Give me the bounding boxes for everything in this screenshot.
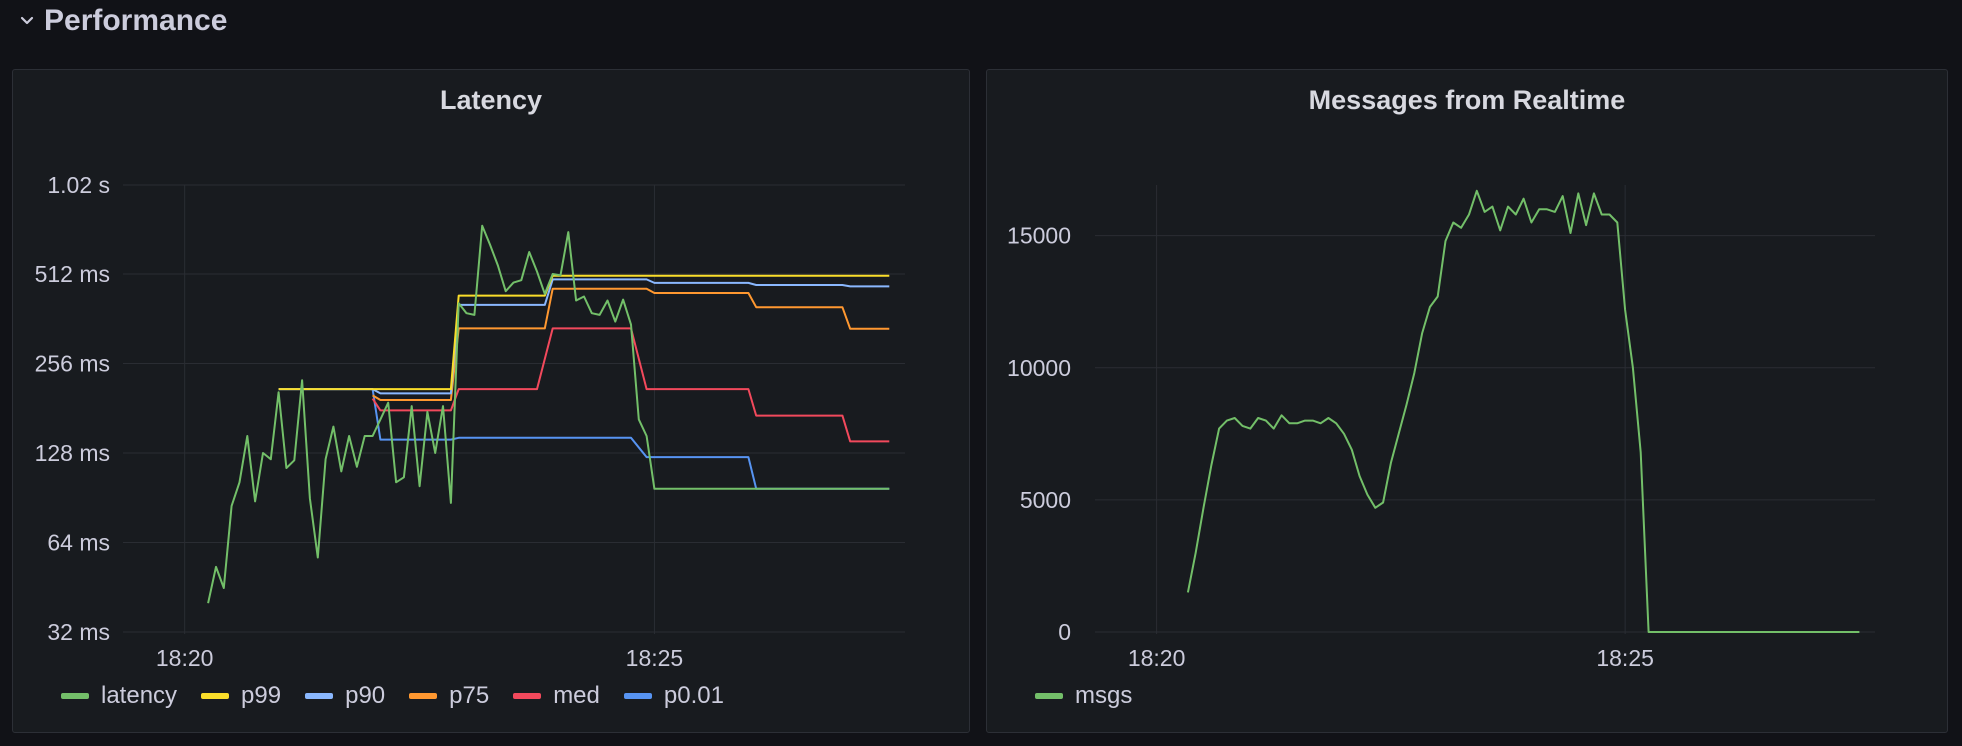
legend-item-p99[interactable]: p99 bbox=[201, 682, 281, 710]
y-tick-label: 512 ms bbox=[35, 261, 110, 287]
y-tick-label: 256 ms bbox=[35, 350, 110, 376]
messages-panel: Messages from Realtime 0 5000 10000 15000 18… bbox=[986, 69, 1948, 733]
chevron-down-icon[interactable] bbox=[18, 12, 36, 30]
series-line-p99 bbox=[278, 274, 890, 391]
series-line-med bbox=[371, 327, 890, 443]
x-tick-label: 18:20 bbox=[156, 645, 214, 671]
legend-swatch bbox=[409, 693, 438, 699]
x-tick-label: 18:25 bbox=[1596, 645, 1654, 671]
y-tick-label: 5000 bbox=[1020, 487, 1071, 513]
legend-swatch bbox=[1035, 693, 1063, 699]
series-line-p75 bbox=[372, 287, 890, 401]
legend-label: p75 bbox=[449, 682, 490, 709]
series-line-p90 bbox=[278, 278, 890, 395]
legend-swatch bbox=[305, 693, 334, 699]
legend-label: latency bbox=[101, 682, 178, 709]
x-tick-label: 18:25 bbox=[626, 645, 684, 671]
legend-label: p99 bbox=[241, 682, 282, 709]
legend-label: med bbox=[553, 682, 600, 709]
row-header[interactable]: Performance bbox=[18, 0, 227, 42]
legend-label: msgs bbox=[1075, 682, 1133, 709]
legend-swatch bbox=[513, 693, 542, 699]
y-tick-label: 32 ms bbox=[47, 619, 110, 645]
latency-panel: Latency 32 ms 64 ms 128 ms 256 ms 512 ms 1.02… bbox=[12, 69, 970, 733]
messages-chart[interactable]: 0 5000 10000 15000 18:20 18:25 bbox=[987, 70, 1949, 734]
legend-swatch bbox=[61, 693, 89, 699]
y-tick-label: 1.02 s bbox=[47, 172, 110, 198]
y-tick-label: 128 ms bbox=[35, 440, 110, 466]
panel-title: Messages from Realtime bbox=[1308, 85, 1626, 115]
y-tick-label: 10000 bbox=[1007, 355, 1071, 381]
legend-swatch bbox=[201, 693, 230, 699]
legend-item-msgs[interactable]: msgs bbox=[1035, 682, 1132, 710]
y-tick-label: 64 ms bbox=[47, 529, 110, 555]
legend: latency p99 p90 p75 med p0.01 bbox=[61, 682, 724, 710]
legend-item-p90[interactable]: p90 bbox=[305, 682, 385, 710]
legend-label: p0.01 bbox=[663, 682, 724, 709]
series-line-latency bbox=[207, 224, 890, 604]
legend-item-p75[interactable]: p75 bbox=[409, 682, 489, 710]
legend-label: p90 bbox=[345, 682, 386, 709]
legend-item-med[interactable]: med bbox=[513, 682, 600, 710]
latency-chart[interactable]: 32 ms 64 ms 128 ms 256 ms 512 ms 1.02 s 18:20 1… bbox=[13, 70, 971, 734]
row-title: Performance bbox=[44, 4, 228, 37]
panel-title: Latency bbox=[439, 85, 543, 115]
legend-item-latency[interactable]: latency bbox=[61, 682, 177, 710]
series-line-p0-01 bbox=[278, 388, 890, 490]
legend-swatch bbox=[623, 693, 652, 699]
legend-item-p0-01[interactable]: p0.01 bbox=[623, 682, 724, 710]
series-line-msgs bbox=[1186, 189, 1860, 633]
x-tick-label: 18:20 bbox=[1128, 645, 1186, 671]
y-tick-label: 15000 bbox=[1007, 223, 1071, 249]
legend: msgs bbox=[1035, 682, 1132, 710]
y-tick-label: 0 bbox=[1058, 619, 1071, 645]
